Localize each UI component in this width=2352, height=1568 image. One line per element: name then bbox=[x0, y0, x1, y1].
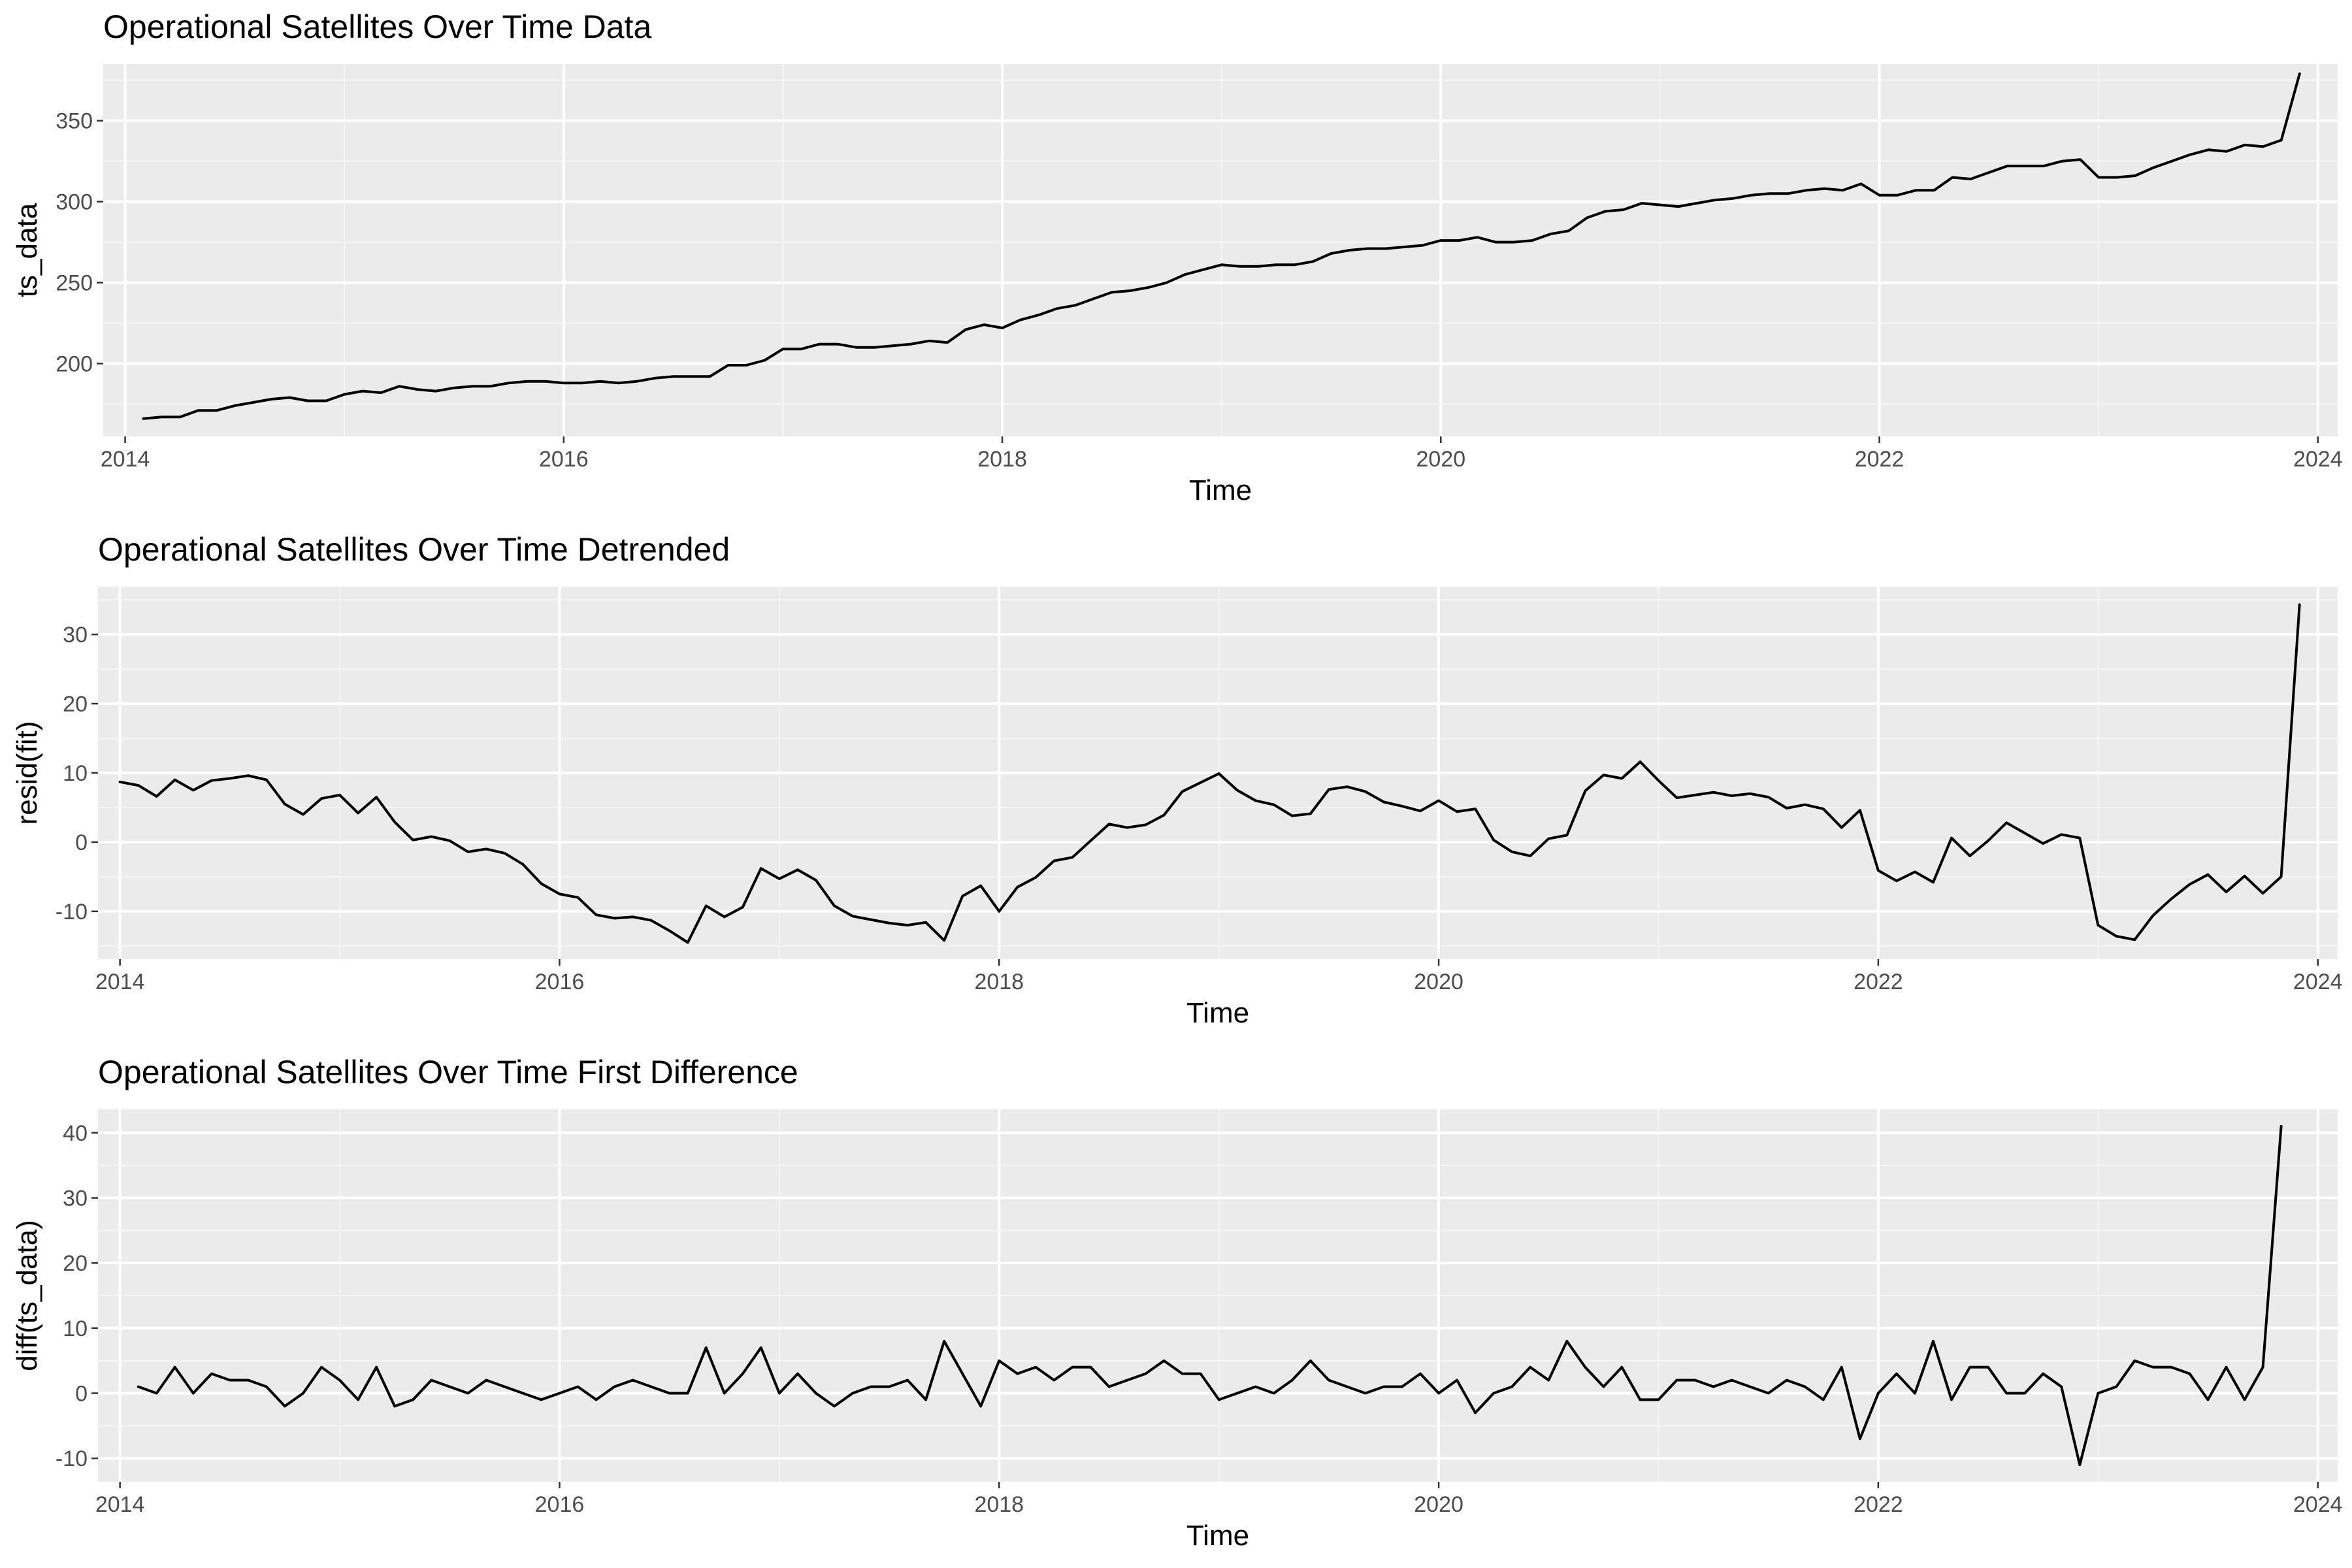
panel-data-series-line bbox=[142, 72, 2301, 420]
panel-first-difference-series-line bbox=[137, 1124, 2283, 1467]
y-tick-label: 250 bbox=[56, 271, 93, 296]
panel-detrended: Operational Satellites Over Time Detrend… bbox=[11, 531, 2343, 1029]
y-tick-label: 10 bbox=[63, 761, 88, 786]
y-tick-label: -10 bbox=[56, 1446, 88, 1471]
x-tick-label: 2022 bbox=[1854, 1492, 1903, 1517]
x-tick-label: 2016 bbox=[535, 1492, 585, 1517]
panel-detrended-title: Operational Satellites Over Time Detrend… bbox=[98, 531, 730, 568]
panel-first-difference-grid bbox=[98, 1109, 2338, 1482]
panel-first-difference-x-axis-label: Time bbox=[1186, 1520, 1249, 1552]
x-tick-label: 2022 bbox=[1855, 447, 1904, 472]
x-tick-label: 2020 bbox=[1414, 1492, 1463, 1517]
y-tick-label: 300 bbox=[56, 190, 93, 215]
x-tick-label: 2016 bbox=[535, 970, 585, 994]
y-tick-label: 30 bbox=[63, 1186, 88, 1211]
x-tick-label: 2014 bbox=[101, 447, 150, 472]
panel-detrended-grid bbox=[98, 587, 2338, 959]
panel-first-difference-y-axis-label: diff(ts_data) bbox=[11, 1220, 43, 1371]
x-tick-label: 2016 bbox=[539, 447, 589, 472]
panel-data-y-axis-label: ts_data bbox=[11, 203, 43, 297]
y-tick-label: 0 bbox=[75, 830, 88, 855]
x-tick-label: 2024 bbox=[2293, 447, 2343, 472]
x-tick-label: 2024 bbox=[2293, 1492, 2343, 1517]
panel-data-title: Operational Satellites Over Time Data bbox=[103, 8, 651, 45]
panel-detrended-ticks: 2014 2016 2018 2020 2022 2024 -10 0 10 20 30 bbox=[56, 623, 2343, 994]
x-tick-label: 2018 bbox=[974, 970, 1024, 994]
y-tick-label: 20 bbox=[63, 1251, 88, 1276]
y-tick-label: 20 bbox=[63, 692, 88, 717]
y-tick-label: 10 bbox=[63, 1316, 88, 1341]
y-tick-label: 350 bbox=[56, 109, 93, 134]
x-tick-label: 2020 bbox=[1416, 447, 1465, 472]
x-tick-label: 2022 bbox=[1854, 970, 1903, 994]
x-tick-label: 2014 bbox=[95, 1492, 145, 1517]
panel-data: Operational Satellites Over Time Data 20… bbox=[11, 8, 2343, 506]
y-tick-label: 200 bbox=[56, 351, 93, 376]
panel-detrended-x-axis-label: Time bbox=[1186, 997, 1249, 1029]
panel-detrended-y-axis-label: resid(fit) bbox=[11, 721, 43, 825]
x-tick-label: 2014 bbox=[95, 970, 145, 994]
y-tick-label: 0 bbox=[75, 1381, 88, 1406]
x-tick-label: 2020 bbox=[1414, 970, 1463, 994]
panel-data-grid bbox=[103, 64, 2338, 436]
panel-detrended-series-line bbox=[118, 603, 2301, 944]
panel-first-difference: Operational Satellites Over Time First D… bbox=[11, 1054, 2343, 1552]
panel-data-ticks: 2014 2016 2018 2020 2022 2024 200 250 300 350 bbox=[56, 109, 2342, 472]
y-tick-label: -10 bbox=[56, 900, 88, 924]
panel-first-difference-ticks: 2014 2016 2018 2020 2022 2024 -10 0 10 20 30 40 bbox=[56, 1121, 2343, 1517]
panel-data-plot-area bbox=[103, 64, 2338, 436]
x-tick-label: 2018 bbox=[974, 1492, 1024, 1517]
panel-first-difference-title: Operational Satellites Over Time First D… bbox=[98, 1054, 798, 1090]
y-tick-label: 40 bbox=[63, 1121, 88, 1146]
y-tick-label: 30 bbox=[63, 623, 88, 647]
panel-data-x-axis-label: Time bbox=[1189, 474, 1252, 506]
x-tick-label: 2018 bbox=[977, 447, 1027, 472]
x-tick-label: 2024 bbox=[2293, 970, 2343, 994]
